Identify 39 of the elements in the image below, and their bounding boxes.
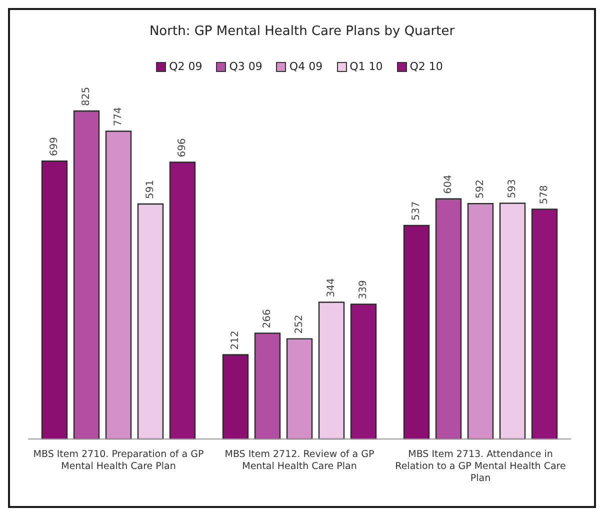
data-label: 339 (358, 280, 369, 300)
legend-label: Q4 09 (289, 60, 323, 73)
data-label: 592 (475, 180, 486, 199)
legend-label: Q1 10 (350, 60, 383, 73)
bar (222, 354, 249, 440)
data-label: 593 (507, 179, 518, 198)
data-label: 591 (145, 180, 156, 200)
x-tick-label: MBS Item 2710. Preparation of a GP Mental Health Care Plan (33, 449, 204, 472)
data-label: 252 (294, 314, 305, 334)
bar (169, 162, 196, 440)
bar (350, 304, 377, 440)
bar (73, 110, 100, 440)
bar (254, 332, 281, 440)
bar (435, 198, 462, 440)
x-tick-label: MBS Item 2712. Review of a GP Mental Health Care Plan (224, 449, 375, 472)
data-label: 696 (177, 138, 188, 158)
bar (318, 302, 345, 440)
data-label: 578 (539, 185, 550, 204)
x-tick-label: MBS Item 2713. Attendance in Relation to a GP Mental Health Care Plan (395, 449, 566, 484)
data-label: 344 (326, 278, 337, 298)
legend-label: Q2 10 (410, 60, 443, 73)
bar (286, 338, 313, 440)
chart-title: North: GP Mental Health Care Plans by Quarter (148, 24, 456, 39)
data-label: 774 (113, 107, 124, 126)
bar (137, 203, 164, 440)
bar (531, 208, 558, 440)
data-label: 266 (262, 309, 273, 328)
bar (499, 202, 526, 440)
bar (41, 160, 68, 440)
data-label: 699 (49, 137, 60, 156)
bar (105, 130, 132, 440)
data-label: 604 (443, 174, 454, 194)
data-label: 212 (230, 330, 241, 350)
data-label: 825 (81, 86, 92, 106)
bar (467, 203, 494, 440)
bar (403, 224, 430, 440)
data-label: 537 (411, 201, 422, 220)
legend-label: Q3 09 (229, 60, 262, 73)
legend-label: Q2 09 (169, 60, 202, 73)
